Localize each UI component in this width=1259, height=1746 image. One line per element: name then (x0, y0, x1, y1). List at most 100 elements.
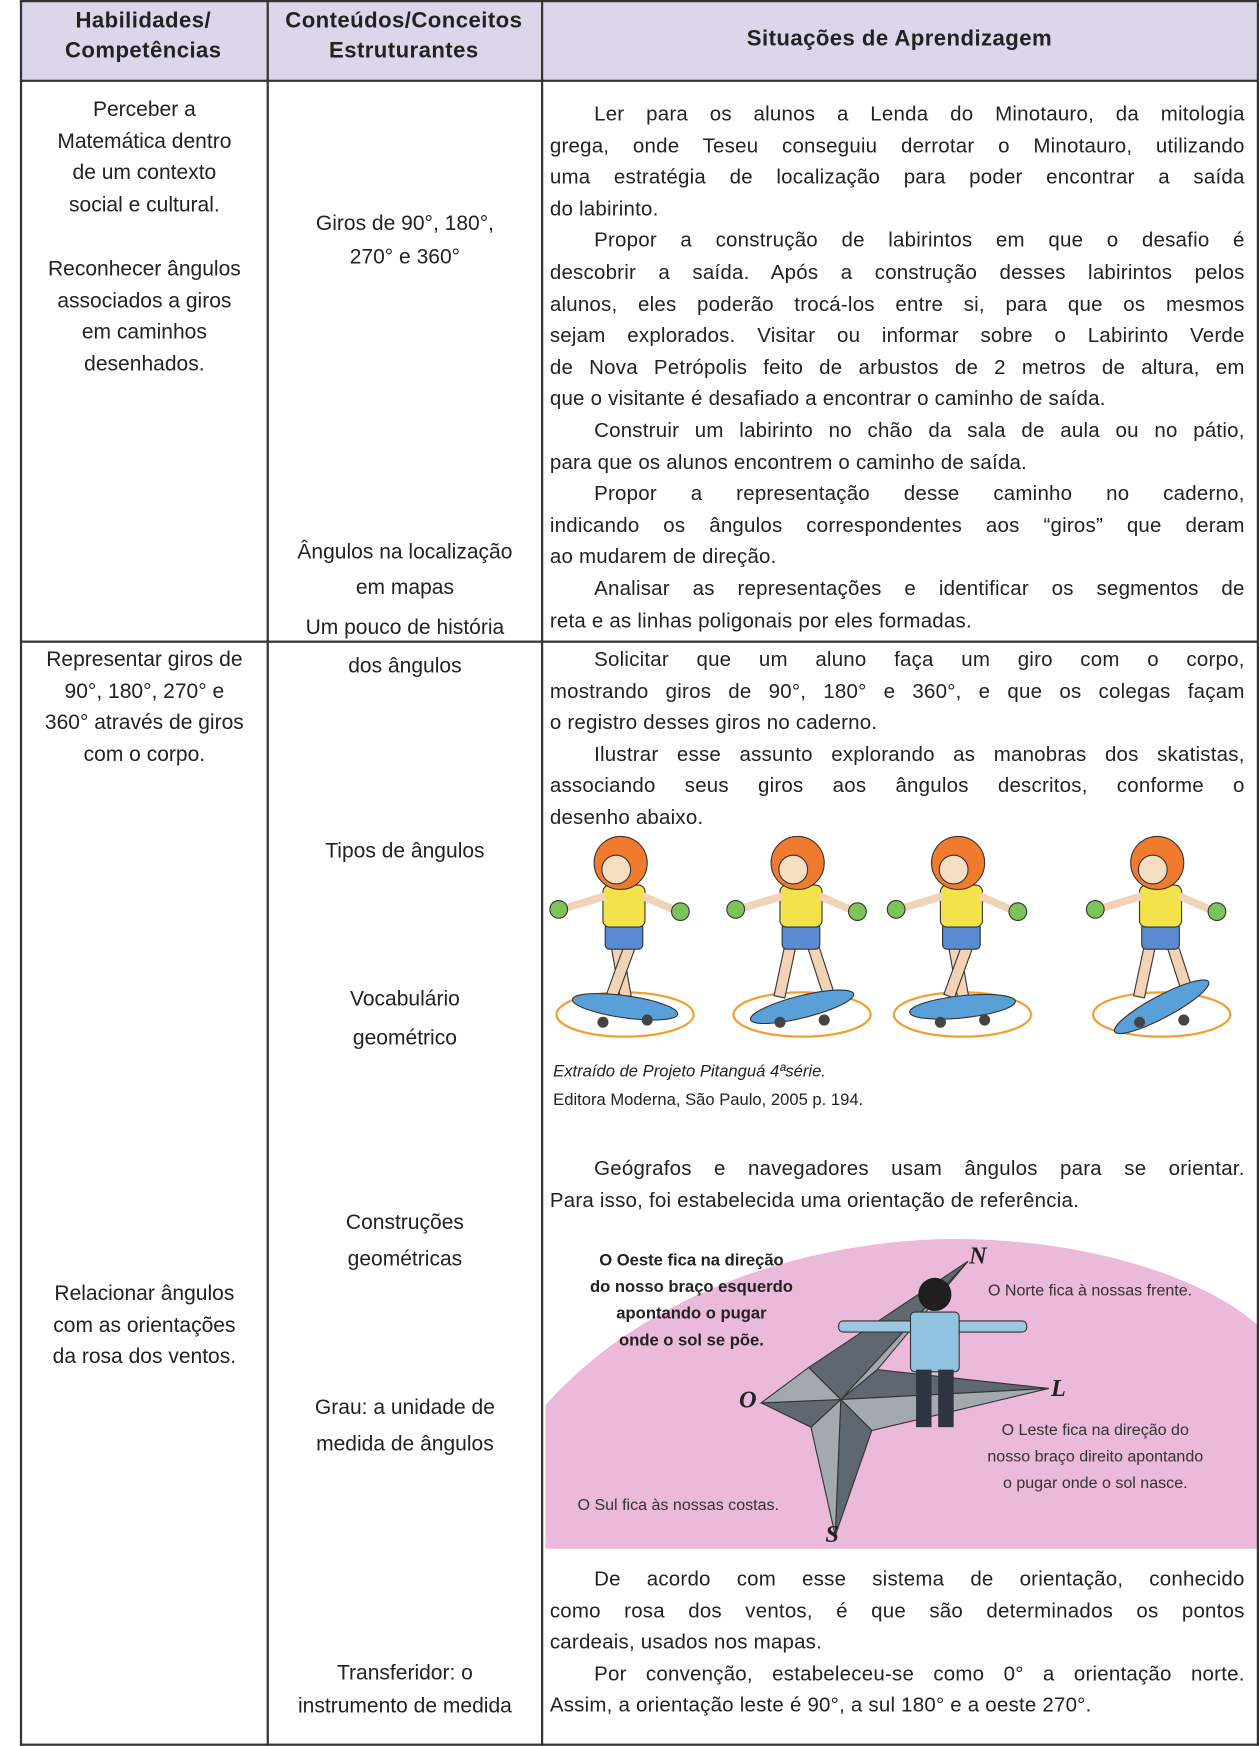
content-line: geométrico (352, 1026, 457, 1050)
content-item: Vocabulário geométrico (269, 980, 541, 1057)
content-line: em mapas (355, 576, 454, 600)
content-line: Grau: a unidade de (314, 1395, 495, 1419)
skill-line: Reconhecer ângulos (47, 257, 241, 282)
header-line: Conteúdos/Conceitos (285, 8, 523, 34)
skill-line: Representar giros de (46, 648, 243, 672)
south-label: S (825, 1520, 839, 1548)
west-note-line: apontando o pugar (616, 1304, 767, 1324)
west-note-line: O Oeste fica na direção (599, 1251, 784, 1271)
paragraph-line: Propor a representação desse caminho no … (594, 481, 1245, 505)
north-note: O Norte fica à nossas frente. (987, 1282, 1193, 1300)
face (778, 854, 809, 885)
content-item: Um pouco de história dos ângulos (269, 608, 541, 685)
east-note-line: nosso braço direito apontando (987, 1448, 1204, 1466)
paragraph-line: indicando os ângulos correspondentes aos… (549, 513, 1245, 537)
paragraph-line: para que os alunos encontrem o caminho d… (549, 449, 1027, 473)
paragraph-line: Ler para os alunos a Lenda do Minotauro,… (594, 101, 1245, 126)
east-note-line: o pugar onde o sol nasce. (1002, 1474, 1188, 1493)
face (1137, 854, 1168, 885)
glove (1008, 902, 1028, 922)
skill-item: Relacionar ângulos com as orientações da r… (22, 1279, 266, 1374)
header-line: Competências (64, 38, 222, 64)
shirt (779, 884, 823, 928)
paragraph-line: Construir um labirinto no chão da sala d… (594, 418, 1245, 442)
skater (549, 835, 695, 1038)
header-line: Situações de Aprendizagem (746, 26, 1053, 51)
table-border (1256, 0, 1259, 1746)
skill-line: 90°, 180°, 270° e (64, 679, 225, 704)
west-note-line: onde o sol se põe. (619, 1330, 764, 1350)
face (601, 854, 632, 885)
paragraph-line: reta e as linhas poligonais por eles for… (549, 607, 972, 632)
skill-line: com o corpo. (83, 742, 206, 767)
table-border (19, 0, 23, 1746)
paragraph-line: De acordo com esse sistema de orientação… (594, 1566, 1245, 1590)
paragraph-line: descobrir a saída. Após a construção des… (549, 259, 1245, 284)
glove (549, 899, 569, 919)
table-border (19, 640, 1259, 643)
skill-line: social e cultural. (69, 193, 220, 217)
paragraph-line: que o visitante é desafiado a encontrar … (549, 386, 1106, 410)
arm (736, 892, 784, 914)
shirt (939, 884, 983, 928)
skaters-illustration (549, 835, 1232, 1038)
skill-item: Representar giros de 90°, 180°, 270° e 360… (22, 645, 266, 771)
paragraph-line: Ilustrar esse assunto explorando as mano… (594, 742, 1245, 766)
shirt (602, 884, 646, 928)
table-border (266, 0, 269, 1746)
skill-item: Perceber a Matemática dentro de um context… (22, 95, 266, 221)
paragraph-line: Analisar as representações e identificar… (594, 576, 1245, 600)
skateboard (909, 993, 1016, 1020)
arm (1096, 892, 1143, 914)
arm (559, 892, 607, 914)
content-item: Transferidor: o instrumento de medida (269, 1657, 541, 1723)
paragraph: Propor a construção de labirintos em que… (550, 225, 1245, 415)
content-line: Giros de 90°, 180°, (315, 212, 494, 236)
east-note: O Leste fica na direção do nosso braço di… (974, 1417, 1217, 1497)
content-item: Giros de 90°, 180°, 270° e 360° (269, 208, 541, 274)
paragraph-line: como rosa dos ventos, é que são determin… (549, 1598, 1245, 1622)
glove (1207, 902, 1227, 922)
glove (848, 902, 867, 922)
content-item: Ângulos na localização em mapas (269, 535, 541, 606)
skater (886, 835, 1033, 1038)
paragraph-line: Para isso, foi estabelecida uma orientaç… (549, 1187, 1079, 1211)
caption-line: Editora Moderna, São Paulo, 2005 p. 194. (553, 1090, 864, 1110)
content-line: Construções (345, 1210, 464, 1235)
paragraph-line: o registro desses giros no caderno. (549, 710, 878, 734)
header-line: Estruturantes (328, 38, 479, 64)
west-label: O (739, 1385, 757, 1413)
wheel (641, 1014, 653, 1026)
glove (1085, 899, 1105, 919)
wheel (818, 1014, 830, 1026)
paragraph-line: desenho abaixo. (549, 805, 704, 829)
header-cell: Habilidades/Competências (20, 7, 267, 67)
compass-illustration (545, 1239, 1258, 1549)
wheel (597, 1016, 609, 1028)
paragraph-line: mostrando giros de 90°, 180° e 360°, e q… (549, 678, 1245, 703)
paragraph-line: grega, onde Teseu conseguiu derrotar o M… (549, 133, 1245, 157)
paragraph-line: Solicitar que um aluno faça um giro com … (594, 647, 1245, 671)
west-note: O Oeste fica na direção do nosso braço es… (564, 1248, 818, 1354)
header-background (19, 0, 1258, 80)
skill-line: associados a giros (57, 289, 232, 313)
paragraph-line: sejam explorados. Visitar ou informar so… (549, 323, 1245, 347)
turn-arc (1091, 991, 1232, 1038)
wheel (774, 1016, 786, 1028)
content-item: Construções geométricas (269, 1204, 541, 1277)
face (938, 854, 969, 885)
paragraph: Analisar as representações e identificar… (550, 573, 1245, 636)
table-border (19, 0, 1259, 3)
header-line: Habilidades/ (75, 8, 212, 34)
skater (1085, 835, 1232, 1038)
paragraph-line: associando seus giros aos ângulos descri… (549, 773, 1245, 797)
paragraph-line: uma estratégia de localização para poder… (549, 165, 1245, 189)
paragraph-line: Por convenção, estabeleceu-se como 0° a … (594, 1661, 1245, 1685)
skill-line: de um contexto (72, 161, 217, 185)
table-border (19, 79, 1259, 82)
glove (886, 899, 906, 919)
content-line: 270° e 360° (349, 245, 461, 269)
skill-line: com as orientações (53, 1313, 236, 1337)
content-item: Tipos de ângulos (269, 834, 541, 869)
paragraph-line: do labirinto. (549, 196, 659, 220)
